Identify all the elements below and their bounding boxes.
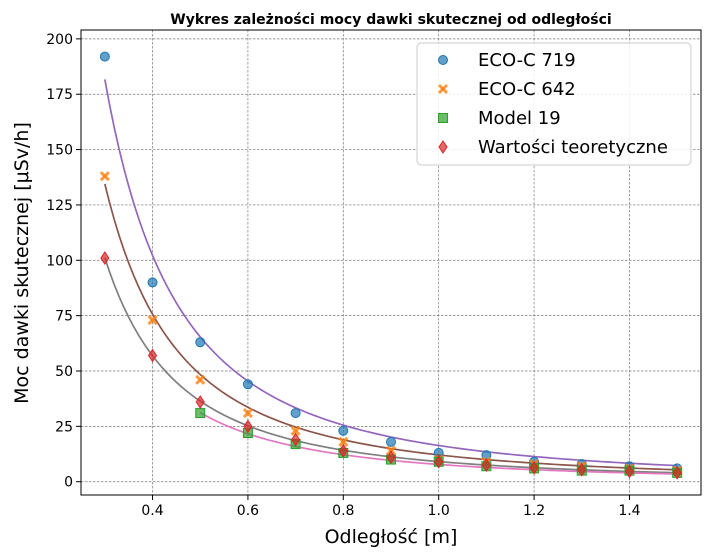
data-point [529,460,539,475]
data-point [147,277,158,288]
y-ticks: 0 25 50 75 100 125 150 175 200 [46,32,81,491]
data-point [481,458,491,473]
series-4 [100,251,682,480]
y-tick-label: 200 [46,32,73,48]
data-point [672,465,682,480]
x-marker-stroke [242,408,253,419]
data-point [434,454,444,469]
legend: ECO-C 719 ECO-C 642 Model 19 Wartości teore… [416,42,692,166]
y-tick-label: 50 [55,364,73,380]
data-point [195,408,206,419]
y-tick-label: 0 [64,475,73,491]
x-marker-stroke [437,83,449,95]
data-point [386,436,396,447]
x-axis-label: Odległość [m] [325,526,458,548]
legend-marker [438,140,448,154]
fit-curve [104,183,678,471]
y-tick-label: 125 [46,198,73,214]
data-point [243,419,253,434]
data-point [290,408,301,419]
data-point [195,337,206,348]
legend-label: ECO-C 719 [478,50,576,71]
data-point [242,408,253,419]
data-point [290,425,301,436]
data-point [147,348,158,363]
y-tick-label: 100 [46,253,73,269]
plot-frame [80,29,702,496]
x-marker-stroke [195,374,206,385]
data-point [624,464,635,479]
series-2 [99,171,683,476]
x-marker-stroke [290,425,301,436]
x-marker-stroke [99,171,110,182]
data-point [195,374,206,385]
x-marker-stroke [338,436,349,447]
data-point [195,395,205,409]
legend-label: ECO-C 642 [478,79,576,100]
y-axis-label: Moc dawki skutecznej [μSv/h] [11,122,33,404]
data-point [147,315,158,326]
data-point [338,425,349,436]
x-tick-label: 1.4 [618,503,640,519]
x-ticks: 0.4 0.6 0.8 1.0 1.2 1.4 [141,495,641,519]
x-tick-label: 0.8 [332,503,354,519]
data-point [386,450,396,465]
legend-label: Wartości teoretyczne [478,137,668,158]
data-point [291,432,301,447]
legend-box [416,42,692,166]
x-marker-stroke [147,315,158,326]
x-tick-label: 0.6 [237,503,259,519]
legend-label: Model 19 [478,108,561,129]
x-tick-label: 0.4 [141,503,163,519]
data-point [242,379,253,390]
y-tick-label: 175 [46,87,73,103]
legend-marker [438,113,448,123]
data-point [99,171,110,182]
data-points [99,51,683,480]
data-point [100,251,110,265]
y-tick-label: 25 [55,419,73,435]
x-tick-label: 1.0 [428,503,450,519]
y-tick-label: 150 [46,143,73,159]
x-tick-label: 1.2 [523,503,545,519]
legend-marker [437,83,449,95]
data-point [338,436,349,447]
y-tick-label: 75 [55,309,73,325]
data-point [338,443,348,458]
data-point [577,462,587,477]
data-point [99,51,110,62]
chart-title: Wykres zależności mocy dawki skutecznej … [170,12,611,28]
legend-marker [438,55,448,65]
